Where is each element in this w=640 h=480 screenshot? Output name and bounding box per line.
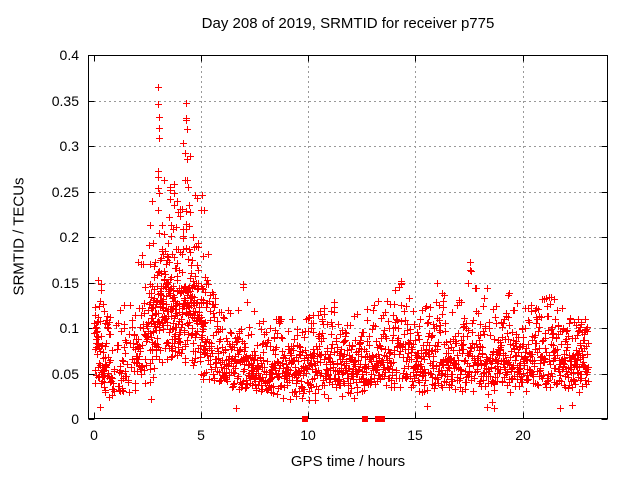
- y-tick-label: 0.1: [59, 320, 79, 336]
- x-tick-label: 20: [515, 427, 531, 443]
- y-tick-label: 0.05: [51, 365, 79, 382]
- chart-title: Day 208 of 2019, SRMTID for receiver p77…: [201, 15, 495, 32]
- scatter-plus-markers: [91, 84, 592, 412]
- y-tick-label: 0: [71, 411, 79, 427]
- x-tick-label: 15: [407, 427, 423, 443]
- data-gap-flag-square: [379, 416, 385, 422]
- x-tick-label: 0: [90, 427, 98, 443]
- y-tick-label: 0.35: [51, 92, 79, 109]
- x-tick-label: 10: [300, 427, 316, 443]
- gridlines: [89, 56, 607, 418]
- flag-squares: [302, 416, 385, 422]
- y-tick-label: 0.4: [59, 47, 79, 63]
- y-tick-label: 0.3: [59, 138, 79, 154]
- x-axis-label: GPS time / hours: [290, 453, 406, 470]
- data-gap-flag-square: [362, 416, 368, 422]
- tick-marks: [88, 55, 608, 420]
- data-gap-flag-square: [375, 416, 381, 422]
- scatter-series: [91, 84, 592, 412]
- data-gap-flag-square: [302, 416, 308, 422]
- x-tick-label: 5: [197, 427, 205, 443]
- y-tick-label: 0.25: [51, 183, 79, 200]
- y-tick-label: 0.2: [59, 229, 79, 245]
- y-tick-label: 0.15: [51, 274, 79, 291]
